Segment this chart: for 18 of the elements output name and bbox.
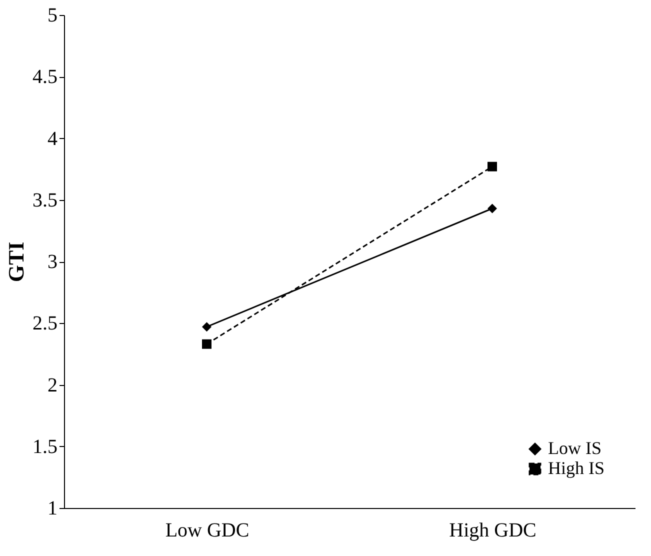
point [202,322,212,332]
y-axis-title: GTI [4,242,28,282]
x-tick-label: High GDC [449,520,536,542]
y-tick-label: 1 [48,498,58,520]
y-tick-label: 4.5 [32,66,58,88]
x-tick-label: Low GDC [165,520,250,542]
legend-label: High IS [548,458,605,478]
y-tick-label: 5 [48,4,58,26]
y-tick-label: 3 [48,251,58,273]
point [202,339,212,349]
y-tick-label: 4 [48,128,58,150]
legend-label: Low IS [548,438,602,458]
y-tick-label: 2 [48,374,58,396]
point [488,204,497,214]
y-tick-label: 1.5 [32,436,58,458]
y-tick-label: 2.5 [32,312,58,335]
point [488,162,497,172]
y-tick-label: 3.5 [32,189,58,212]
